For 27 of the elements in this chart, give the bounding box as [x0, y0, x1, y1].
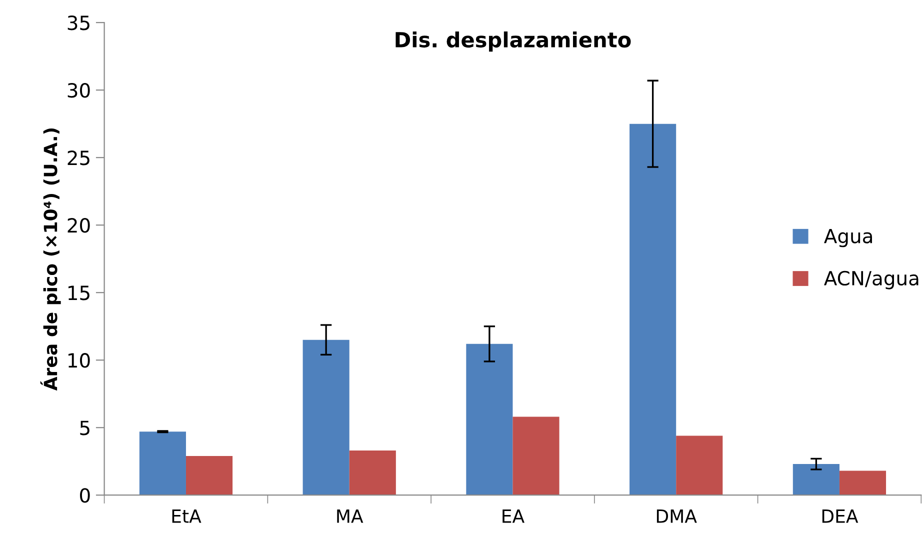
x-tick-label: MA: [337, 510, 364, 523]
x-tick-label: EA: [502, 510, 524, 523]
y-tick-label: 25: [68, 150, 90, 166]
bar: [839, 470, 886, 496]
x-tick-label: EtA: [172, 510, 202, 523]
bar: [186, 456, 233, 496]
bar: [302, 340, 350, 496]
bar: [676, 436, 723, 496]
legend-label: ACN/agua: [824, 270, 918, 290]
bar: [349, 450, 396, 496]
legend-label: Agua: [824, 228, 872, 248]
bar: [630, 124, 676, 496]
bar: [466, 344, 513, 496]
y-tick-label: 20: [68, 218, 90, 233]
y-tick-label: 0: [80, 488, 90, 503]
x-tick-label: DMA: [656, 510, 697, 523]
y-tick-label: 35: [68, 16, 90, 30]
x-tick-label: DEA: [822, 510, 858, 523]
chart-title: Dis. desplazamiento: [396, 31, 631, 52]
y-axis-title: Área de pico (×10⁴) (U.A.): [40, 128, 61, 391]
bar: [512, 416, 560, 496]
y-tick-label: 15: [68, 286, 90, 300]
bar: [792, 464, 840, 496]
y-tick-label: 5: [80, 420, 90, 436]
y-tick-label: 10: [68, 353, 90, 368]
bar: [139, 432, 186, 496]
y-tick-label: 30: [68, 83, 90, 98]
